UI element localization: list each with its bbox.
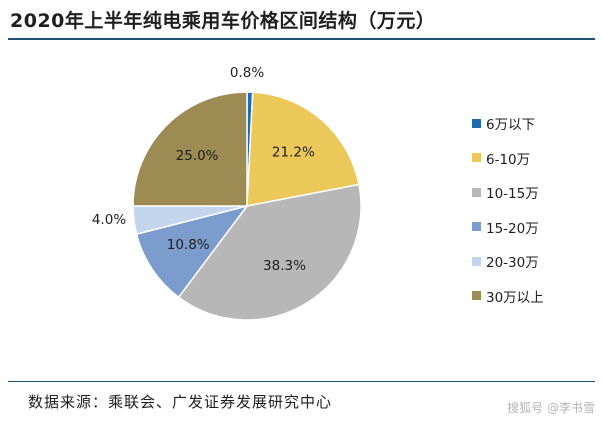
data-label-30万以上: 25.0% (176, 148, 219, 164)
data-label-6-10万: 21.2% (272, 145, 315, 161)
data-source-note: 数据来源：乘联会、广发证券发展研究中心 (28, 393, 333, 411)
chart-legend: 6万以下 6-10万 10-15万 15-20万 20-30万 30万以上 (472, 113, 597, 321)
legend-swatch (472, 222, 481, 232)
legend-label: 10-15万 (486, 186, 539, 203)
legend-label: 6-10万 (486, 151, 531, 168)
title-divider (8, 38, 595, 40)
legend-label: 20-30万 (486, 255, 539, 272)
data-label-10-15万: 38.3% (263, 258, 306, 274)
legend-label: 15-20万 (486, 220, 539, 237)
legend-item-6-10万: 6-10万 (472, 148, 597, 168)
pie-data-labels: 0.8% 21.2% 38.3% 10.8% 4.0% 25.0% (92, 65, 315, 274)
footer-divider (8, 381, 595, 382)
pie-slice-10-15万 (177, 183, 362, 321)
legend-swatch (472, 187, 481, 197)
legend-item-30万以上: 30万以上 (472, 286, 597, 306)
pie-slices (132, 91, 362, 321)
pie-slice-6-10万 (246, 91, 360, 207)
data-label-15-20万: 10.8% (167, 237, 210, 253)
legend-swatch (472, 291, 481, 301)
chart-title: 2020年上半年纯电乘用车价格区间结构（万元） (10, 10, 436, 32)
pie-slice-15-20万 (135, 204, 249, 299)
legend-label: 30万以上 (486, 289, 544, 306)
legend-item-6万以下: 6万以下 (472, 113, 597, 133)
pie-slice-30万以上 (132, 91, 248, 207)
legend-swatch (472, 153, 481, 163)
data-label-20-30万: 4.0% (92, 212, 126, 228)
data-label-6万以下: 0.8% (230, 65, 264, 81)
legend-item-20-30万: 20-30万 (472, 251, 597, 271)
legend-label: 6万以下 (486, 117, 536, 133)
watermark-text: 搜狐号 @李书雪 (507, 401, 595, 415)
legend-swatch (472, 256, 481, 266)
legend-swatch (472, 118, 481, 128)
legend-item-15-20万: 15-20万 (472, 217, 597, 237)
legend-item-10-15万: 10-15万 (472, 182, 597, 202)
